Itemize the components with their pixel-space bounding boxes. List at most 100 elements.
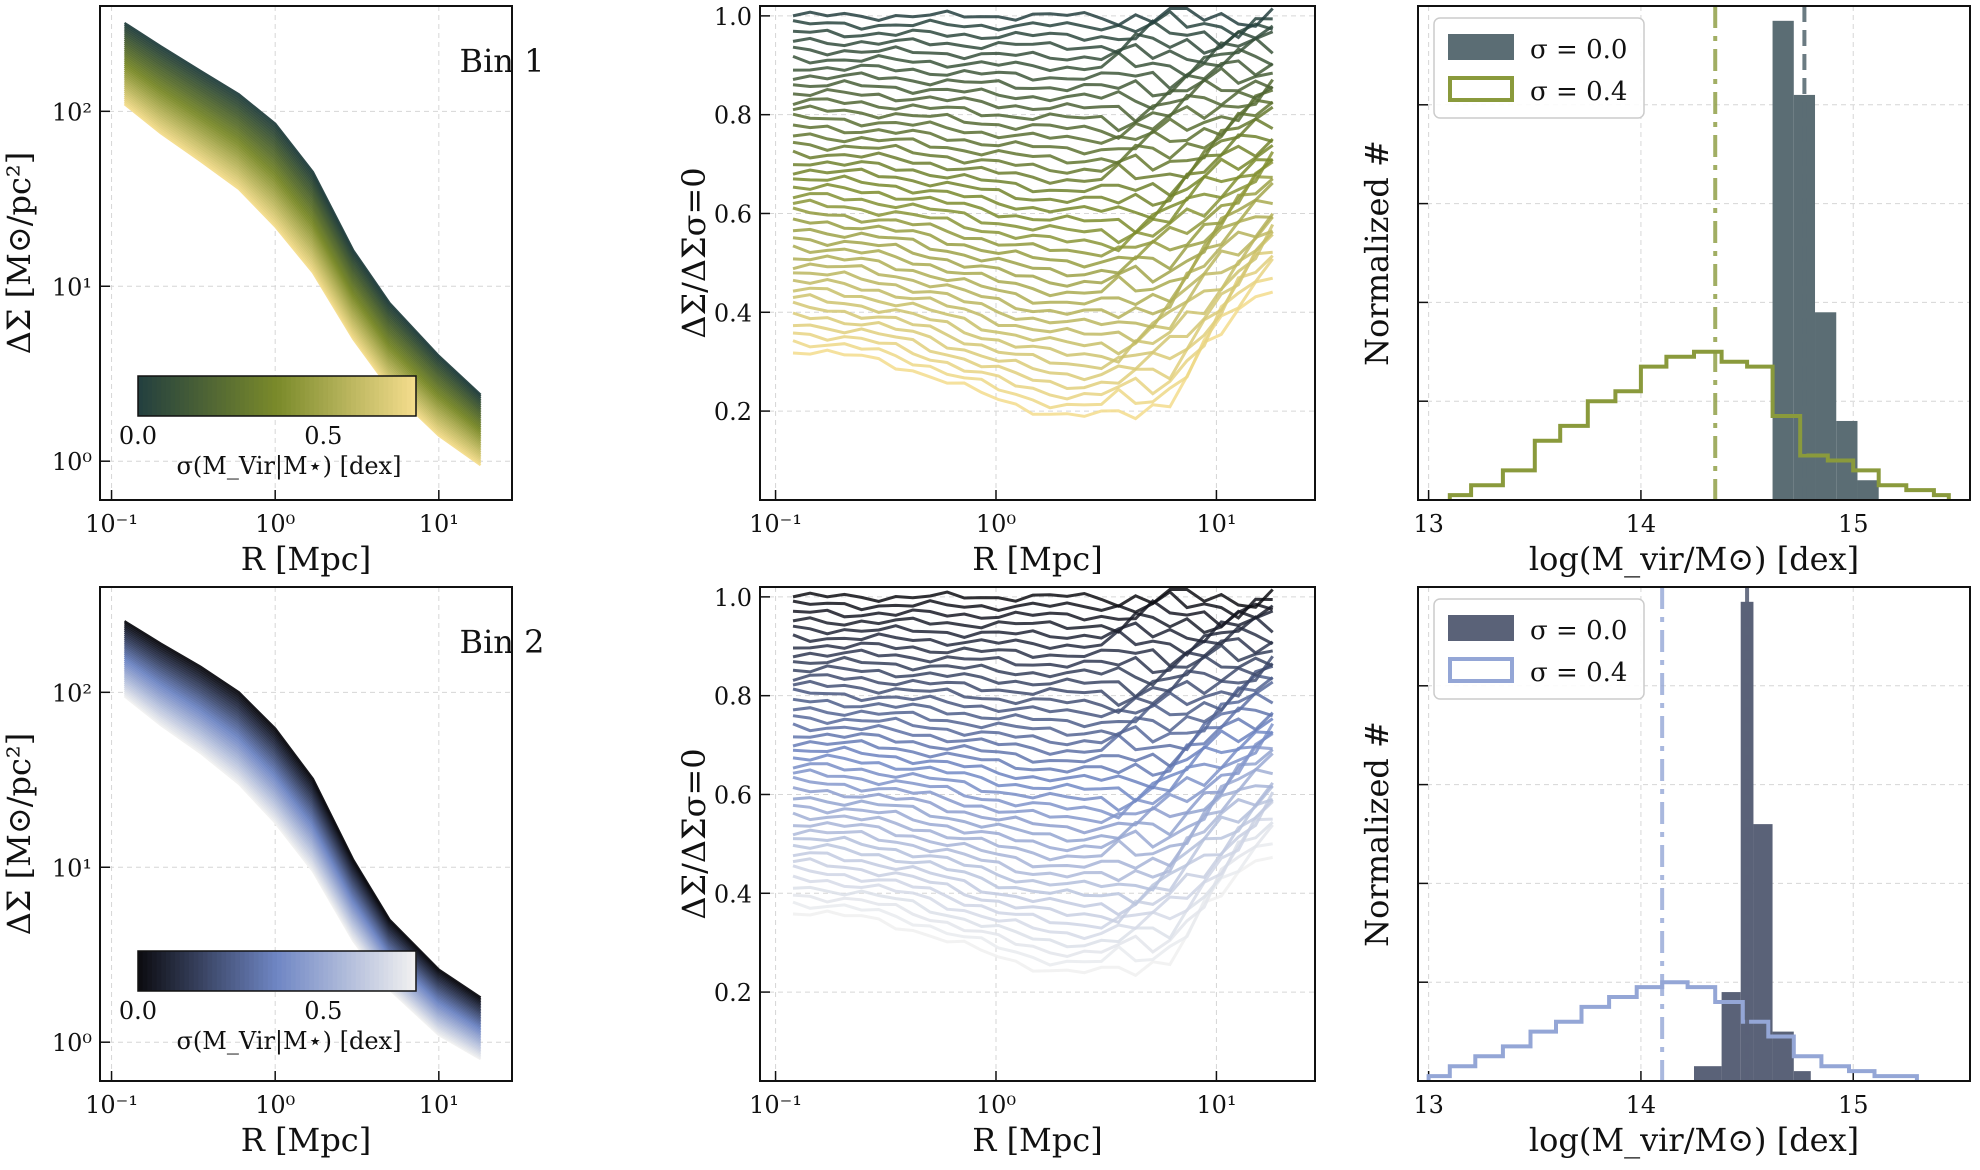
colorbar-segment-33: [290, 951, 297, 991]
axes-frame-2: [1417, 5, 1971, 501]
colorbar-segment-43: [337, 951, 343, 991]
profile-line-37: [123, 691, 482, 1058]
colorbar-segment-17: [216, 376, 222, 416]
ratio-line-26: [792, 752, 1274, 853]
y-tick-label-1: 10¹: [52, 273, 92, 301]
colorbar-segment-26: [258, 376, 264, 416]
colorbar-segment-35: [300, 376, 306, 416]
ratio-line-26: [792, 181, 1274, 288]
colorbar-segment-41: [327, 951, 334, 991]
profile-line-19: [123, 61, 482, 430]
colorbar-segment-49: [365, 951, 371, 991]
axes-frame-3: [99, 586, 513, 1082]
ratio-line-22: [792, 150, 1275, 253]
axes-frame-0: [99, 5, 513, 501]
colorbar-segment-0: [138, 951, 144, 991]
colorbar-segment-54: [388, 376, 394, 416]
colorbar-segment-58: [406, 376, 412, 416]
profile-line-35: [123, 687, 482, 1054]
colorbar-segment-44: [341, 951, 348, 991]
y-axis-label-5: Normalized #: [1358, 721, 1396, 947]
colorbar-tick-label-0: 0.0: [119, 422, 157, 450]
x-tick-label-2: 15: [1838, 1091, 1869, 1119]
x-tick-label-0: 10⁻¹: [749, 1091, 802, 1119]
colorbar-segment-14: [202, 951, 209, 991]
axes-frame-1: [759, 5, 1316, 501]
ratio-line-38: [792, 276, 1274, 410]
x-tick-label-1: 14: [1626, 1091, 1657, 1119]
ratio-line-31: [792, 229, 1274, 345]
colorbar-segment-40: [323, 376, 329, 416]
profile-line-3: [123, 28, 482, 401]
colorbar-segment-42: [332, 376, 338, 416]
ratio-line-24: [792, 745, 1273, 835]
colorbar-segment-12: [193, 376, 199, 416]
colorbar-segment-19: [226, 951, 232, 991]
colorbar-segment-15: [207, 951, 213, 991]
legend: σ = 0.0 σ = 0.4: [1433, 598, 1645, 700]
panel-ratio-bin1: 10⁻¹ 10⁰ 10¹ 0.2 0.4 0.6 0.8 1.0 R [Mpc] ΔΣ/ΔΣσ=0: [675, 3, 1316, 578]
colorbar-segment-52: [378, 376, 385, 416]
colorbar-segment-7: [170, 376, 176, 416]
colorbar-frame: [137, 950, 417, 992]
colorbar-segment-43: [337, 376, 343, 416]
x-tick-label-0: 10⁻¹: [85, 510, 138, 538]
ratio-line-20: [792, 730, 1273, 803]
legend: σ = 0.0 σ = 0.4: [1433, 17, 1645, 119]
colorbar-segment-34: [295, 951, 301, 991]
ratio-line-13: [792, 98, 1273, 156]
colorbar-segment-7: [170, 951, 176, 991]
panel-delta-sigma-bin1: 10⁻¹ 10⁰ 10¹ 10⁰ 10¹ 10² Bin 1 0.0 0.5σ(M_Vir|M⋆…: [0, 5, 544, 578]
profile-line-32: [123, 681, 482, 1050]
colorbar-segment-41: [327, 376, 334, 416]
ratio-line-29: [792, 212, 1274, 320]
profile-line-31: [123, 679, 482, 1048]
ratio-line-25: [792, 748, 1274, 843]
colorbar-segment-29: [272, 376, 278, 416]
colorbar-segment-11: [188, 951, 195, 991]
colorbar-segment-18: [221, 951, 227, 991]
profile-line-21: [123, 65, 482, 434]
colorbar-segment-48: [360, 951, 366, 991]
profile-line-0: [123, 21, 482, 396]
colorbar-segment-57: [402, 376, 408, 416]
ratio-line-16: [792, 117, 1274, 185]
colorbar-label: σ(M_Vir|M⋆) [dex]: [177, 1027, 402, 1056]
ratio-line-14: [792, 100, 1274, 165]
x-axis-label-0: R [Mpc]: [241, 540, 371, 578]
colorbar-segment-30: [277, 376, 283, 416]
colorbar-segment-38: [314, 376, 320, 416]
ratio-line-4: [792, 30, 1274, 65]
colorbar-segment-36: [304, 951, 311, 991]
ratio-line-16: [792, 691, 1274, 756]
colorbar-segment-44: [341, 376, 348, 416]
x-tick-label-0: 13: [1413, 510, 1444, 538]
colorbar-segment-16: [212, 951, 218, 991]
y-axis-label-1: ΔΣ/ΔΣσ=0: [675, 167, 713, 338]
hist-step-sigma04: [1426, 980, 1919, 1081]
colorbar-segment-58: [406, 951, 412, 991]
profile-line-33: [123, 683, 482, 1051]
colorbar-segment-3: [151, 951, 158, 991]
colorbar-label: σ(M_Vir|M⋆) [dex]: [177, 452, 402, 481]
ratio-line-32: [792, 230, 1274, 356]
ratio-line-5: [792, 615, 1274, 657]
colorbar-segment-3: [151, 376, 158, 416]
ratio-line-8: [792, 643, 1273, 687]
profile-line-20: [123, 63, 482, 432]
y-axis-label-0: ΔΣ [M⊙/pc²]: [0, 152, 38, 354]
colorbar-segment-5: [161, 951, 167, 991]
colorbar-segment-21: [235, 951, 241, 991]
colorbar: 0.0 0.5σ(M_Vir|M⋆) [dex]: [119, 375, 417, 481]
ratio-line-13: [792, 673, 1273, 729]
colorbar-segment-10: [184, 951, 190, 991]
colorbar-segment-35: [300, 951, 306, 991]
colorbar-segment-47: [355, 951, 361, 991]
colorbar-segment-15: [207, 376, 213, 416]
colorbar-segment-13: [198, 951, 204, 991]
colorbar-tick-label-1: 0.5: [304, 422, 342, 450]
colorbar-segment-57: [402, 951, 408, 991]
profile-line-14: [123, 51, 482, 421]
colorbar-segment-42: [332, 951, 338, 991]
profile-line-11: [123, 44, 482, 416]
